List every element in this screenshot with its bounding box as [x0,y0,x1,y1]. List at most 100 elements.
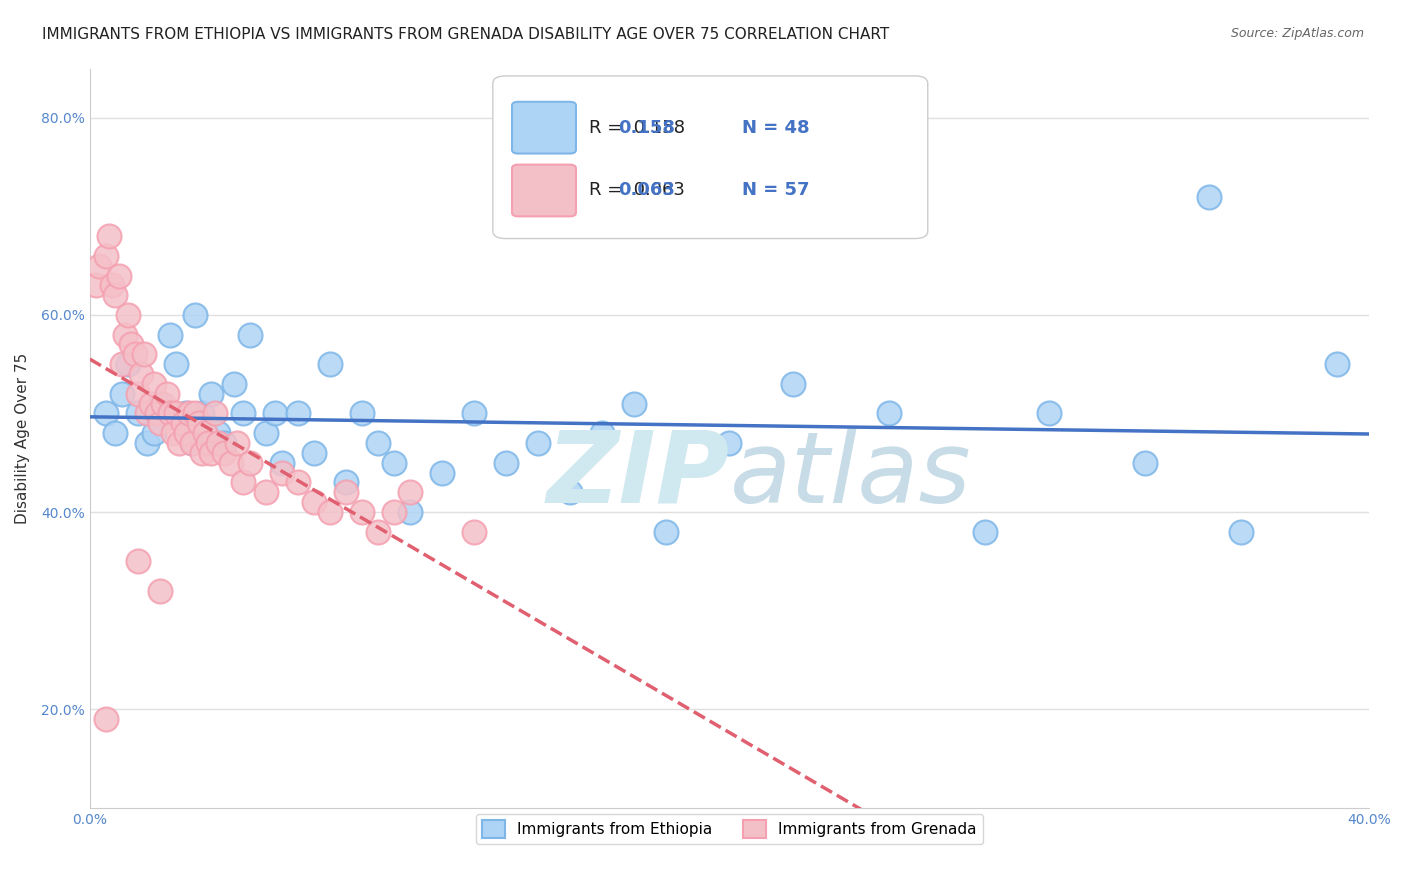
Point [207,436,229,450]
Point [117,357,139,371]
Point [184,407,207,421]
Point [111,357,134,371]
Point [139,397,162,411]
Point [134,347,156,361]
Point [146,407,169,421]
Text: ZIP: ZIP [547,426,730,524]
Point [127,554,149,568]
Point [117,308,139,322]
Point [1038,407,1060,421]
Point [287,475,309,490]
Point [181,436,204,450]
Point [84,278,107,293]
Point [159,327,181,342]
Point [174,407,197,421]
Point [187,417,209,431]
Point [194,426,217,441]
Point [623,397,645,411]
Point [89,259,111,273]
Point [111,386,134,401]
Point [159,407,181,421]
Point [184,308,207,322]
Point [191,446,214,460]
Point [350,505,373,519]
Point [142,376,165,391]
Point [101,278,124,293]
Point [654,524,676,539]
Point [398,485,420,500]
Point [162,426,184,441]
Text: N = 48: N = 48 [742,119,810,136]
Point [174,426,197,441]
Point [222,376,245,391]
Point [104,288,127,302]
Point [382,505,405,519]
Point [169,436,191,450]
Point [367,436,389,450]
Point [165,357,187,371]
Point [319,357,342,371]
Point [94,407,117,421]
Point [172,417,194,431]
Text: 0.063: 0.063 [619,181,675,200]
Point [1230,524,1253,539]
Point [1135,456,1157,470]
Point [463,407,485,421]
Point [165,407,187,421]
Point [98,229,121,244]
Point [226,436,249,450]
Point [782,376,804,391]
FancyBboxPatch shape [494,76,928,238]
Point [1326,357,1348,371]
Point [149,417,172,431]
Point [149,397,172,411]
Point [120,337,142,351]
Point [232,475,254,490]
Point [1198,189,1220,203]
Point [94,712,117,726]
Point [191,407,214,421]
Point [129,367,152,381]
Point [335,475,357,490]
Point [254,426,277,441]
Point [127,407,149,421]
Text: R =  0.158: R = 0.158 [589,119,685,136]
Point [197,436,219,450]
Point [200,446,222,460]
Point [718,436,741,450]
Text: IMMIGRANTS FROM ETHIOPIA VS IMMIGRANTS FROM GRENADA DISABILITY AGE OVER 75 CORRE: IMMIGRANTS FROM ETHIOPIA VS IMMIGRANTS F… [42,27,890,42]
Point [398,505,420,519]
Point [302,446,325,460]
Point [239,456,262,470]
Point [974,524,997,539]
Point [127,386,149,401]
FancyBboxPatch shape [512,102,576,153]
Point [204,407,226,421]
Point [254,485,277,500]
Text: Source: ZipAtlas.com: Source: ZipAtlas.com [1230,27,1364,40]
Text: atlas: atlas [730,426,972,524]
Point [382,456,405,470]
Point [152,397,174,411]
Point [94,249,117,263]
Point [270,456,292,470]
Point [124,347,146,361]
Point [136,407,159,421]
Text: R =  0.063: R = 0.063 [589,181,685,200]
Point [142,426,165,441]
Point [287,407,309,421]
Point [212,446,235,460]
Point [232,407,254,421]
Point [350,407,373,421]
Point [177,407,200,421]
Text: 0.158: 0.158 [619,119,675,136]
Point [207,426,229,441]
Point [107,268,129,283]
Point [591,426,613,441]
Point [558,485,581,500]
Legend: Immigrants from Ethiopia, Immigrants from Grenada: Immigrants from Ethiopia, Immigrants fro… [477,814,983,845]
Point [200,386,222,401]
Point [264,407,287,421]
Point [155,386,177,401]
FancyBboxPatch shape [512,165,576,217]
